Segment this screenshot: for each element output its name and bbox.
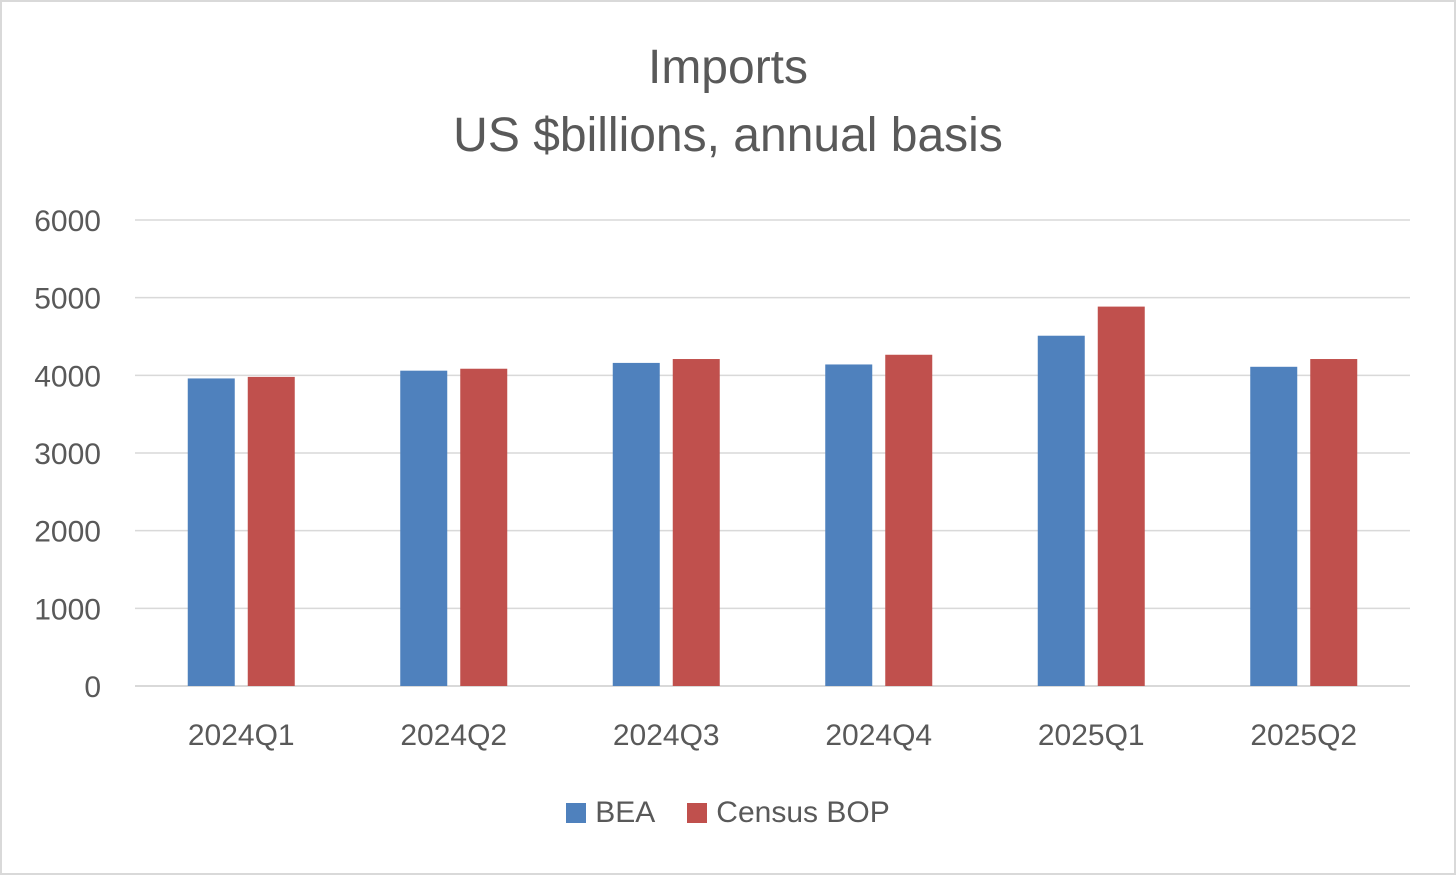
chart-title: Imports xyxy=(647,41,809,94)
y-tick-label: 4000 xyxy=(34,360,101,393)
bar-bea-2024q4 xyxy=(825,364,873,686)
x-tick-label: 2025Q1 xyxy=(1038,719,1145,752)
x-tick-label: 2024Q3 xyxy=(613,719,720,752)
bar-census-bop-2024q1 xyxy=(247,376,295,686)
bar-bea-2024q1 xyxy=(187,378,235,686)
x-tick-label: 2024Q4 xyxy=(825,719,932,752)
legend: BEA Census BOP xyxy=(0,796,1456,830)
bar-bea-2025q2 xyxy=(1250,366,1298,686)
y-tick-label: 5000 xyxy=(34,283,101,316)
bar-census-bop-2025q2 xyxy=(1310,359,1358,686)
y-tick-label: 6000 xyxy=(34,205,101,238)
chart-subtitle: US $billions, annual basis xyxy=(453,109,1003,162)
legend-item-census-bop: Census BOP xyxy=(687,796,890,830)
x-tick-label: 2025Q2 xyxy=(1250,719,1357,752)
bar-bea-2025q1 xyxy=(1037,335,1085,686)
y-tick-label: 2000 xyxy=(34,516,101,549)
y-tick-label: 3000 xyxy=(34,438,101,471)
legend-swatch-census-bop xyxy=(687,803,708,823)
legend-label-census-bop: Census BOP xyxy=(716,796,890,829)
bar-census-bop-2024q2 xyxy=(460,368,508,686)
x-tick-label: 2024Q1 xyxy=(188,719,295,752)
legend-item-bea: BEA xyxy=(566,796,655,830)
x-tick-label: 2024Q2 xyxy=(400,719,507,752)
bar-bea-2024q3 xyxy=(612,362,660,686)
bar-census-bop-2025q1 xyxy=(1097,306,1145,686)
bar-bea-2024q2 xyxy=(400,370,448,686)
legend-swatch-bea xyxy=(566,803,587,823)
y-tick-label: 1000 xyxy=(34,593,101,626)
bar-census-bop-2024q3 xyxy=(672,359,720,686)
y-tick-label: 0 xyxy=(84,671,101,704)
legend-label-bea: BEA xyxy=(595,796,656,829)
bar-census-bop-2024q4 xyxy=(885,354,933,686)
